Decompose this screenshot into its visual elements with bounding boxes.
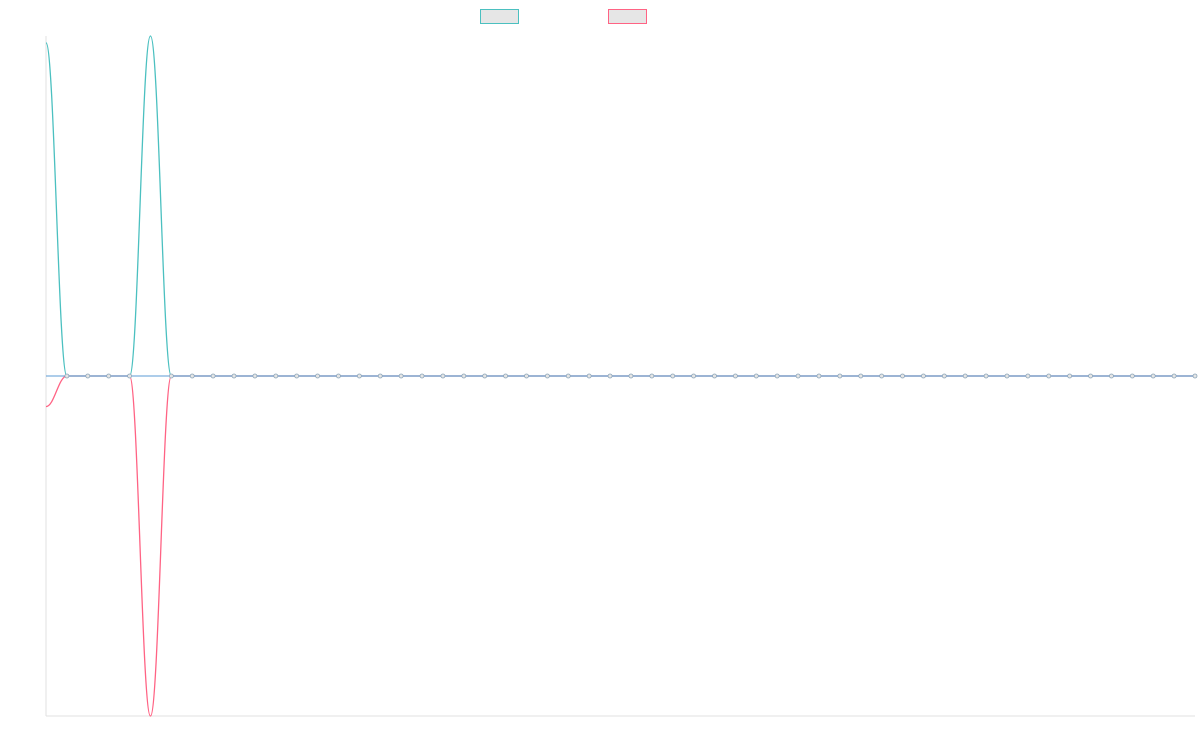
data-point [1192, 373, 1198, 379]
data-point [336, 373, 341, 379]
data-point [983, 373, 989, 379]
legend-swatch-series-1 [480, 9, 519, 24]
data-point [482, 373, 488, 379]
data-point [1046, 373, 1052, 379]
data-point [565, 373, 571, 379]
data-point [816, 373, 822, 379]
data-point [1109, 373, 1114, 379]
legend-item-series-2[interactable] [608, 9, 653, 24]
data-point [733, 373, 738, 379]
data-point [231, 373, 237, 379]
data-point [879, 373, 885, 379]
data-point [398, 373, 404, 379]
data-point [85, 373, 91, 379]
data-point [127, 373, 132, 379]
series-line-2 [45, 375, 1195, 717]
data-point [628, 373, 634, 379]
data-point [273, 373, 279, 379]
data-point [440, 373, 446, 379]
data-point [795, 373, 801, 379]
data-point [356, 373, 362, 379]
data-point [168, 373, 174, 379]
data-point [189, 373, 195, 379]
series-line-1 [45, 35, 1195, 377]
data-point [858, 373, 864, 379]
data-point [649, 373, 655, 379]
data-point [64, 373, 70, 379]
data-point [1088, 373, 1093, 379]
data-point [837, 373, 843, 379]
data-point [962, 373, 968, 379]
data-point [753, 373, 759, 379]
data-point [461, 373, 467, 379]
data-point [210, 373, 216, 379]
chart-legend [480, 9, 653, 24]
data-point [524, 373, 529, 379]
data-point [586, 373, 592, 379]
legend-swatch-series-2 [608, 9, 647, 24]
data-point [670, 373, 676, 379]
data-point [712, 373, 717, 379]
data-point [921, 373, 926, 379]
data-point [419, 373, 425, 379]
data-point [941, 373, 947, 379]
data-point [1171, 373, 1177, 379]
data-point [503, 373, 509, 379]
data-point [900, 373, 905, 379]
data-point [294, 373, 300, 379]
data-point [1129, 373, 1135, 379]
data-point [1004, 373, 1010, 379]
data-point [106, 373, 112, 379]
data-point [774, 373, 780, 379]
data-point [315, 373, 320, 379]
data-point [691, 373, 697, 379]
data-point [252, 373, 258, 379]
data-point [607, 373, 613, 379]
legend-item-series-1[interactable] [480, 9, 525, 24]
data-point [377, 373, 383, 379]
data-point [544, 373, 550, 379]
data-point [1150, 373, 1156, 379]
data-point [1067, 373, 1073, 379]
data-point [1025, 373, 1031, 379]
